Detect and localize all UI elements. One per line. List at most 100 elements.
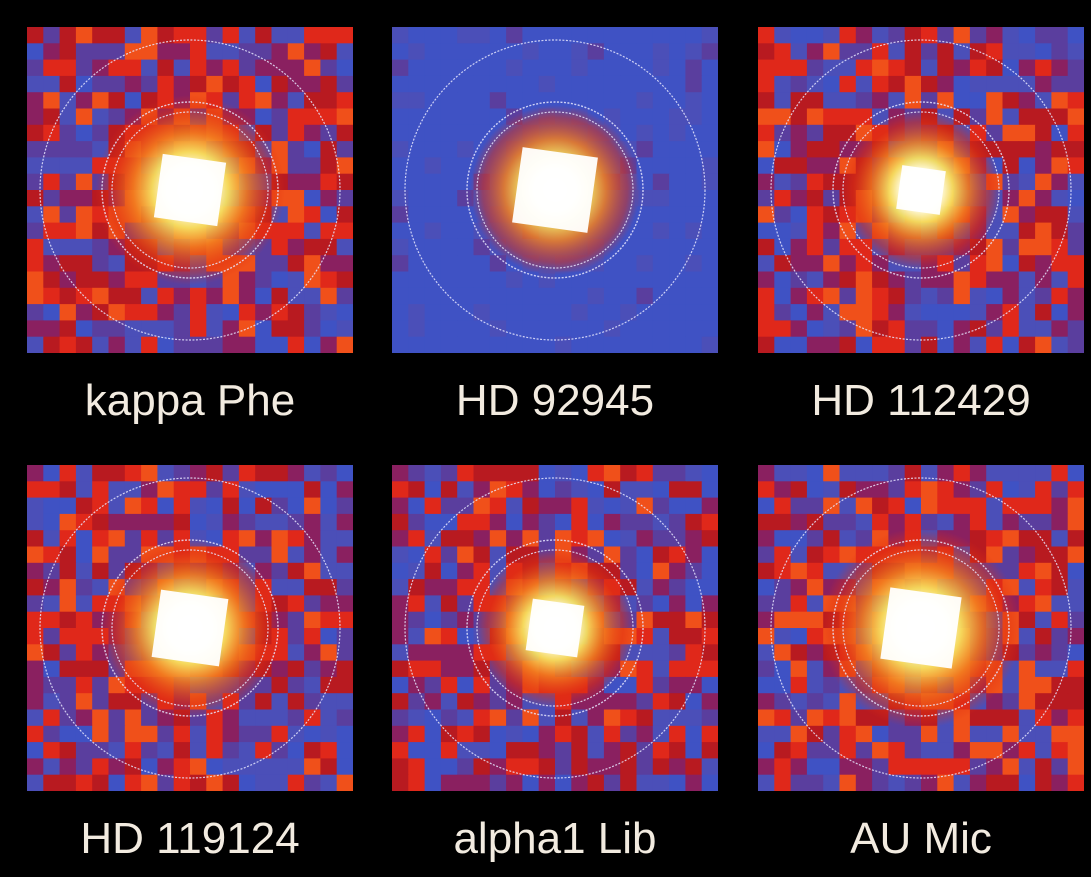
pixel (522, 465, 539, 482)
pixel (807, 775, 824, 792)
pixel (1019, 693, 1036, 710)
pixel (60, 337, 77, 354)
pixel (588, 742, 605, 759)
pixel (425, 644, 442, 661)
pixel (304, 677, 321, 694)
pixel (1051, 481, 1068, 498)
pixel (60, 125, 77, 142)
pixel (76, 157, 93, 174)
pixel (27, 677, 44, 694)
pixel (27, 758, 44, 775)
pixel (490, 272, 507, 289)
image-panel (758, 27, 1085, 354)
pixel (76, 141, 93, 158)
pixel (457, 27, 474, 44)
pixel (441, 661, 458, 678)
pixel (441, 255, 458, 272)
pixel (304, 125, 321, 142)
pixel (1019, 710, 1036, 727)
pixel (1051, 693, 1068, 710)
pixel (457, 223, 474, 240)
pixel (986, 239, 1003, 256)
pixel (441, 547, 458, 564)
pixel (92, 563, 109, 580)
pixel (986, 465, 1003, 482)
pixel (506, 758, 523, 775)
pixel (905, 43, 922, 60)
pixel (1035, 43, 1052, 60)
pixel (807, 710, 824, 727)
pixel (856, 742, 873, 759)
pixel (637, 579, 654, 596)
pixel (408, 337, 425, 354)
pixel (92, 579, 109, 596)
pixel (490, 742, 507, 759)
pixel (392, 60, 409, 77)
pixel (702, 595, 719, 612)
pixel (856, 320, 873, 337)
pixel (1051, 595, 1068, 612)
pixel (620, 498, 637, 515)
pixel (1019, 239, 1036, 256)
pixel (620, 239, 637, 256)
pixel (702, 758, 719, 775)
pixel (441, 758, 458, 775)
pixel (823, 239, 840, 256)
pixel (408, 223, 425, 240)
pixel (758, 239, 775, 256)
pixel (653, 612, 670, 629)
pixel (1003, 141, 1020, 158)
pixel (441, 530, 458, 547)
pixel (702, 157, 719, 174)
pixel (141, 288, 158, 305)
pixel (840, 92, 857, 109)
pixel (255, 465, 272, 482)
pixel (653, 661, 670, 678)
pixel (702, 465, 719, 482)
pixel (1068, 595, 1085, 612)
pixel (807, 272, 824, 289)
image-panel (758, 465, 1085, 792)
pixel (905, 498, 922, 515)
pixel (157, 304, 174, 321)
pixel (490, 498, 507, 515)
pixel (856, 304, 873, 321)
pixel (441, 710, 458, 727)
pixel (921, 27, 938, 44)
pixel (76, 43, 93, 60)
pixel (1068, 579, 1085, 596)
pixel (653, 465, 670, 482)
pixel (888, 498, 905, 515)
pixel (425, 563, 442, 580)
pixel (758, 141, 775, 158)
pixel (620, 272, 637, 289)
pixel (758, 92, 775, 109)
pixel (141, 27, 158, 44)
pixel (223, 337, 240, 354)
pixel (1003, 76, 1020, 93)
pixel (92, 255, 109, 272)
pixel (337, 223, 354, 240)
pixel (1068, 530, 1085, 547)
pixel (272, 661, 289, 678)
pixel (27, 288, 44, 305)
pixel (702, 337, 719, 354)
pixel (288, 677, 305, 694)
pixel (60, 60, 77, 77)
pixel (239, 498, 256, 515)
pixel (288, 304, 305, 321)
pixel (272, 125, 289, 142)
pixel (1051, 43, 1068, 60)
pixel (807, 223, 824, 240)
pixel (92, 239, 109, 256)
pixel (807, 320, 824, 337)
pixel (604, 498, 621, 515)
pixel (206, 288, 223, 305)
pixel (620, 109, 637, 126)
pixel (239, 465, 256, 482)
pixel (92, 76, 109, 93)
pixel (27, 563, 44, 580)
pixel (255, 481, 272, 498)
pixel (43, 304, 60, 321)
pixel (970, 742, 987, 759)
